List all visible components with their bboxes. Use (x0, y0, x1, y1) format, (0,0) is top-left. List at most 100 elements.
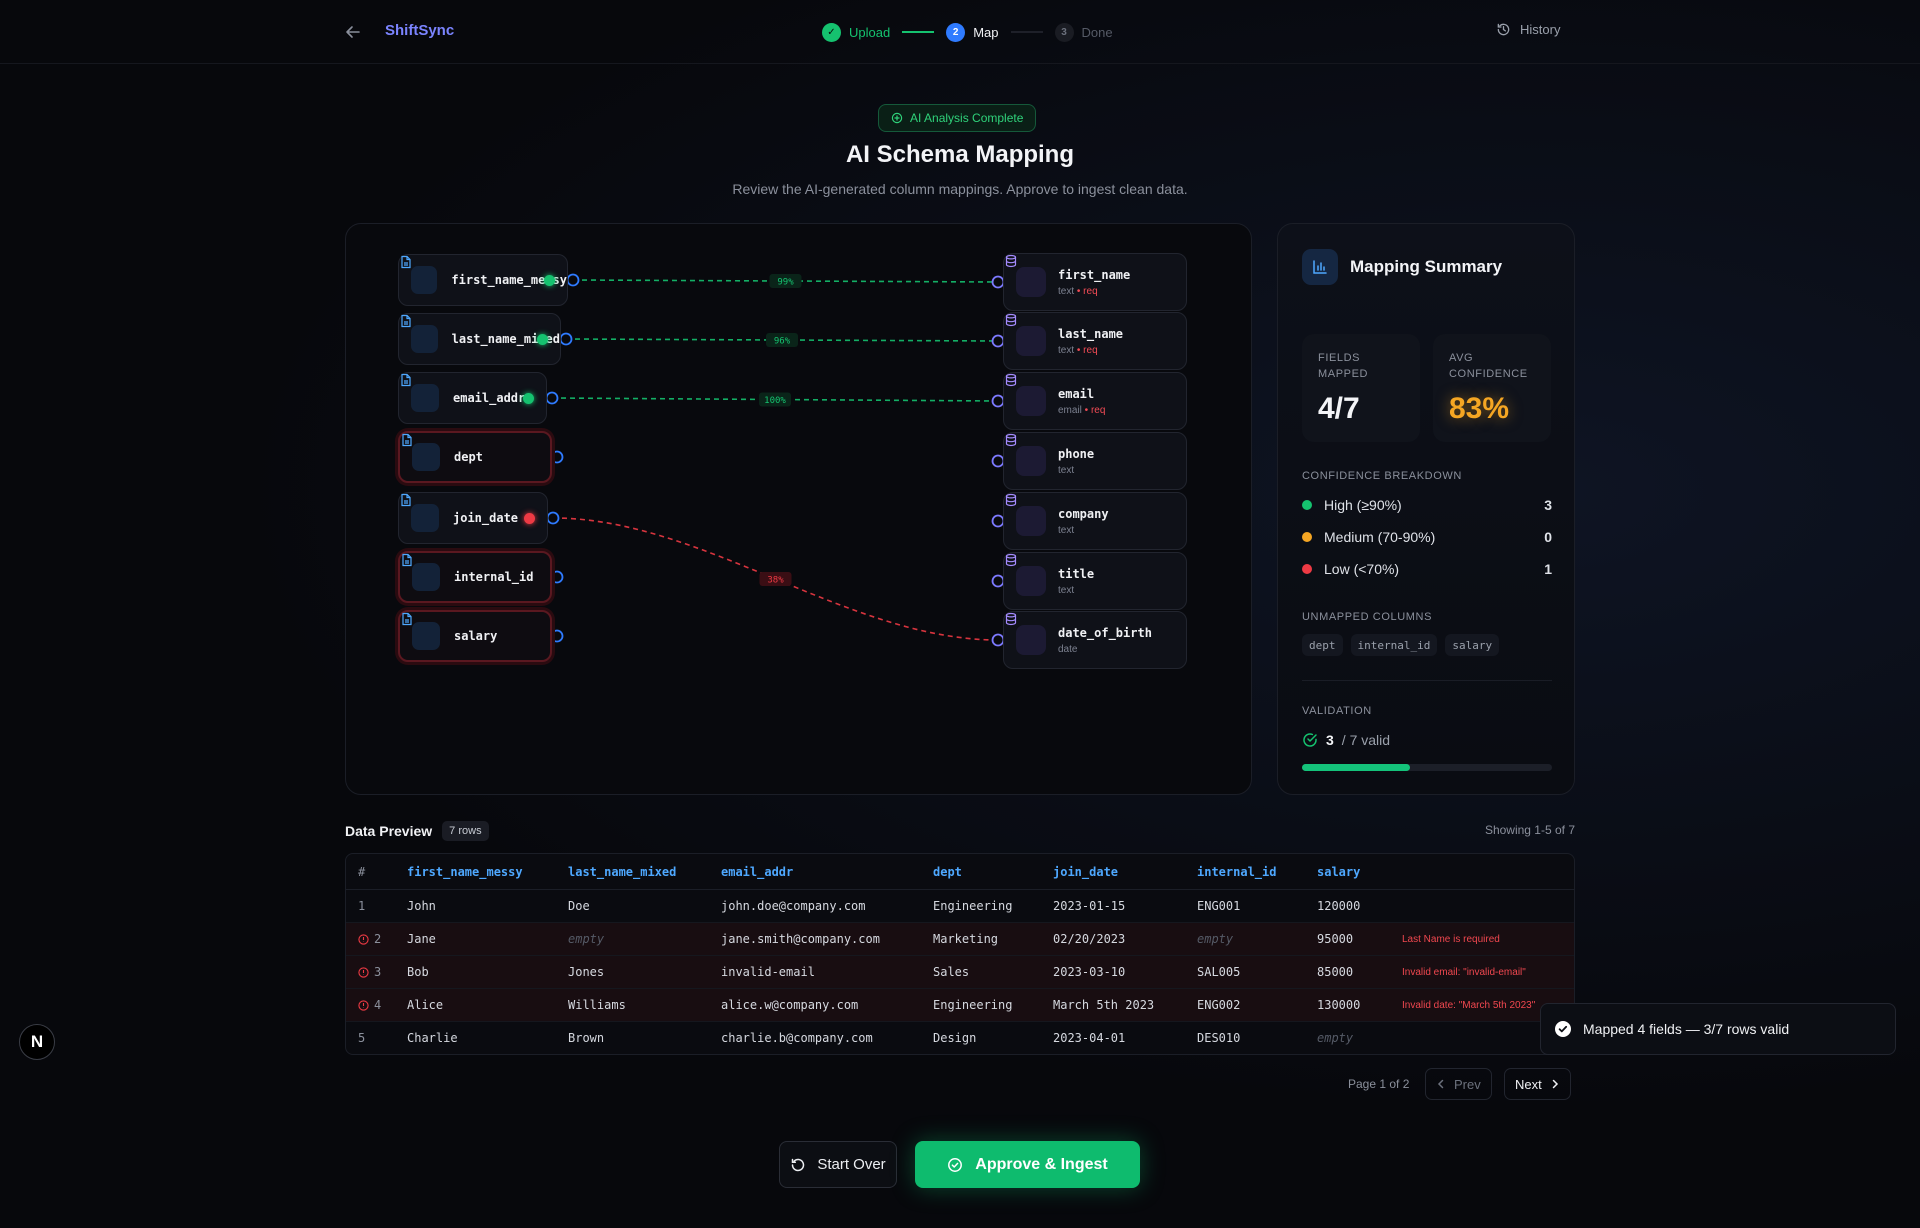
target-field-type: text • req (1058, 344, 1098, 356)
source-column-last-name-mixed[interactable]: last_name_mixed (398, 313, 561, 365)
target-field-last-name[interactable]: last_name text • req (1003, 312, 1187, 370)
table-cell: 2023-04-01 (1053, 1031, 1126, 1045)
column-header[interactable]: email_addr (721, 865, 794, 879)
unmapped-label: UNMAPPED COLUMNS (1302, 611, 1433, 623)
source-column-dept[interactable]: dept (398, 431, 552, 483)
target-port-handle[interactable] (991, 275, 1005, 289)
source-column-label: dept (454, 450, 483, 464)
column-header[interactable]: first_name_messy (407, 865, 523, 879)
status-dot-icon (544, 275, 555, 286)
target-field-email[interactable]: email email • req (1003, 372, 1187, 430)
required-marker: • req (1074, 344, 1098, 356)
approve-label: Approve & Ingest (975, 1155, 1108, 1173)
approve-ingest-button[interactable]: Approve & Ingest (915, 1141, 1140, 1188)
target-field-phone[interactable]: phone text (1003, 432, 1187, 490)
table-row[interactable]: 1 John Doe john.doe@company.com Engineering 2… (346, 890, 1574, 923)
target-port-handle[interactable] (991, 633, 1005, 647)
target-port-handle[interactable] (991, 574, 1005, 588)
table-row[interactable]: 3 Bob Jones invalid-email Sales 2023-03-10 SAL… (346, 956, 1574, 989)
table-cell: Alice (407, 998, 444, 1012)
database-icon (1005, 254, 1046, 297)
confidence-label: 96% (774, 337, 791, 347)
table-cell: SAL005 (1197, 965, 1241, 979)
table-row[interactable]: 2 Jane empty jane.smith@company.com Marketin… (346, 923, 1574, 956)
table-cell: 85000 (1317, 965, 1354, 979)
rotate-ccw-icon (792, 1158, 805, 1171)
avg-confidence-label: AVG CONFIDENCE (1449, 352, 1528, 380)
sparkle-icon (891, 112, 903, 124)
source-column-join-date[interactable]: join_date (398, 492, 548, 544)
target-field-name: title (1058, 566, 1095, 581)
toast-notification: Mapped 4 fields — 3/7 rows valid (1540, 1003, 1896, 1055)
source-port-handle[interactable] (550, 629, 564, 643)
data-preview-table: # first_name_messy last_name_mixed email_ad… (345, 853, 1575, 1055)
next-page-button[interactable]: Next (1504, 1068, 1571, 1100)
confidence-count: 3 (1544, 497, 1552, 513)
target-port-handle[interactable] (991, 394, 1005, 408)
history-button[interactable]: History (1496, 22, 1560, 37)
mapping-link[interactable] (572, 279, 999, 283)
table-row[interactable]: 4 Alice Williams alice.w@company.com Enginee… (346, 989, 1574, 1022)
divider (1302, 680, 1552, 681)
dev-tools-badge[interactable]: N (19, 1024, 55, 1060)
status-dot-icon (524, 513, 535, 524)
toast-message: Mapped 4 fields — 3/7 rows valid (1583, 1021, 1790, 1037)
table-cell: alice.w@company.com (721, 998, 859, 1012)
column-header[interactable]: dept (933, 865, 962, 879)
column-header[interactable]: salary (1317, 865, 1361, 879)
stepper: ✓ Upload 2 Map 3 Done (822, 20, 1113, 44)
mapping-summary-panel: Mapping Summary FIELDS MAPPED 4/7 AVG CO… (1277, 223, 1575, 795)
confidence-label: 100% (764, 396, 786, 406)
check-icon: ✓ (822, 22, 841, 42)
column-header[interactable]: join_date (1053, 865, 1119, 879)
fields-mapped-card: FIELDS MAPPED 4/7 (1302, 334, 1420, 442)
target-port-handle[interactable] (991, 514, 1005, 528)
column-header[interactable]: internal_id (1197, 865, 1277, 879)
fields-mapped-value: 4/7 (1318, 392, 1360, 425)
target-port-handle[interactable] (991, 334, 1005, 348)
target-field-first-name[interactable]: first_name text • req (1003, 253, 1187, 311)
source-column-salary[interactable]: salary (398, 610, 552, 662)
table-header: # first_name_messy last_name_mixed email_ad… (346, 854, 1574, 890)
summary-header: Mapping Summary (1302, 249, 1502, 285)
prev-page-button[interactable]: Prev (1425, 1068, 1492, 1100)
history-icon (1497, 23, 1510, 36)
unmapped-chip: internal_id (1350, 634, 1438, 656)
target-field-date-of-birth[interactable]: date_of_birth date (1003, 611, 1187, 669)
target-field-title[interactable]: title text (1003, 552, 1187, 610)
start-over-label: Start Over (817, 1156, 886, 1173)
file-icon (402, 433, 440, 471)
source-port-handle[interactable] (546, 511, 560, 525)
row-number: 3 (358, 956, 381, 989)
source-column-label: internal_id (454, 570, 534, 584)
source-port-handle[interactable] (559, 332, 573, 346)
start-over-button[interactable]: Start Over (779, 1141, 897, 1188)
source-column-label: join_date (453, 511, 519, 525)
target-field-company[interactable]: company text (1003, 492, 1187, 550)
unmapped-chip: dept (1302, 634, 1343, 656)
table-row[interactable]: 5 Charlie Brown charlie.b@company.com Design… (346, 1022, 1574, 1054)
avg-confidence-card: AVG CONFIDENCE 83% (1433, 334, 1551, 442)
column-header[interactable]: last_name_mixed (568, 865, 677, 879)
source-column-email-addr[interactable]: email_addr (398, 372, 547, 424)
avg-confidence-value: 83% (1449, 392, 1510, 425)
row-number: 5 (358, 1031, 366, 1045)
source-port-handle[interactable] (566, 273, 580, 287)
table-cell: empty (568, 932, 605, 946)
source-port-handle[interactable] (545, 391, 559, 405)
brand-name[interactable]: ShiftSync (385, 22, 455, 39)
source-column-first-name-messy[interactable]: first_name_messy (398, 254, 568, 306)
back-arrow-icon[interactable] (343, 22, 363, 42)
mapping-link[interactable] (551, 397, 999, 402)
source-port-handle[interactable] (550, 570, 564, 584)
database-icon (1005, 313, 1046, 356)
column-header[interactable]: # (358, 865, 366, 879)
summary-title: Mapping Summary (1350, 257, 1503, 276)
source-column-internal-id[interactable]: internal_id (398, 551, 552, 603)
target-port-handle[interactable] (991, 454, 1005, 468)
check-circle-icon (1555, 1021, 1571, 1037)
step-map: 2 Map (946, 22, 999, 42)
target-field-type: text (1058, 464, 1075, 476)
source-port-handle[interactable] (550, 450, 564, 464)
target-field-name: phone (1058, 446, 1095, 461)
